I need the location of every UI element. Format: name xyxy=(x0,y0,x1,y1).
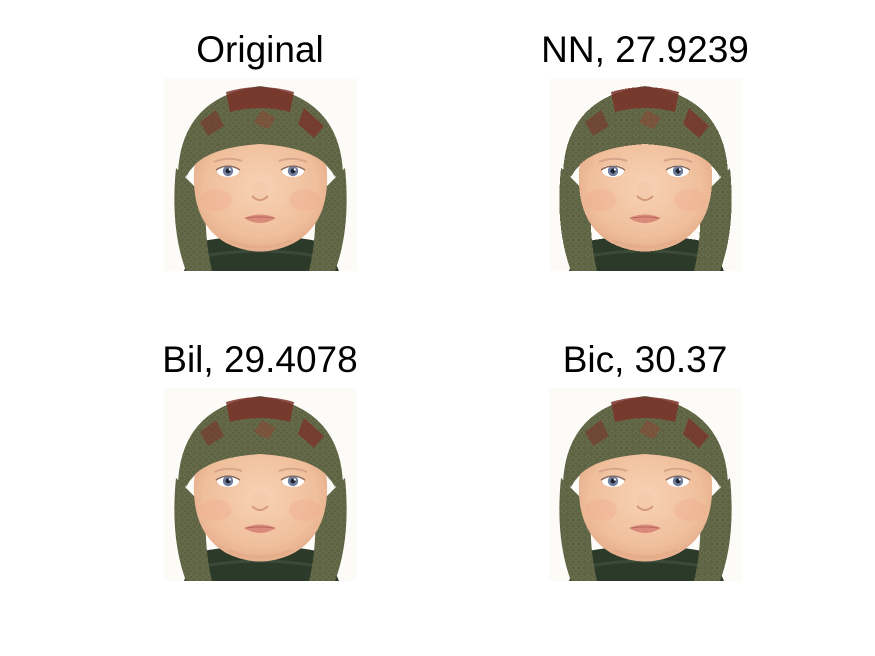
panel-title: Bic, 30.37 xyxy=(562,339,728,380)
panel-title: Original xyxy=(196,29,324,70)
baby-photo xyxy=(164,78,357,271)
panel-title: Bil, 29.4078 xyxy=(162,339,358,380)
baby-photo xyxy=(549,78,742,271)
panel-title: NN, 27.9239 xyxy=(541,29,749,70)
baby-photo xyxy=(164,388,357,581)
baby-photo xyxy=(549,388,742,581)
